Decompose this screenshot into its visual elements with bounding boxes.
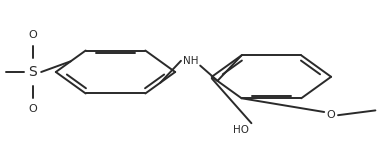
Text: NH: NH	[183, 56, 198, 66]
Text: O: O	[28, 30, 37, 40]
Text: O: O	[327, 110, 335, 120]
Text: O: O	[28, 104, 37, 114]
Text: S: S	[28, 65, 37, 79]
Text: HO: HO	[233, 125, 249, 135]
